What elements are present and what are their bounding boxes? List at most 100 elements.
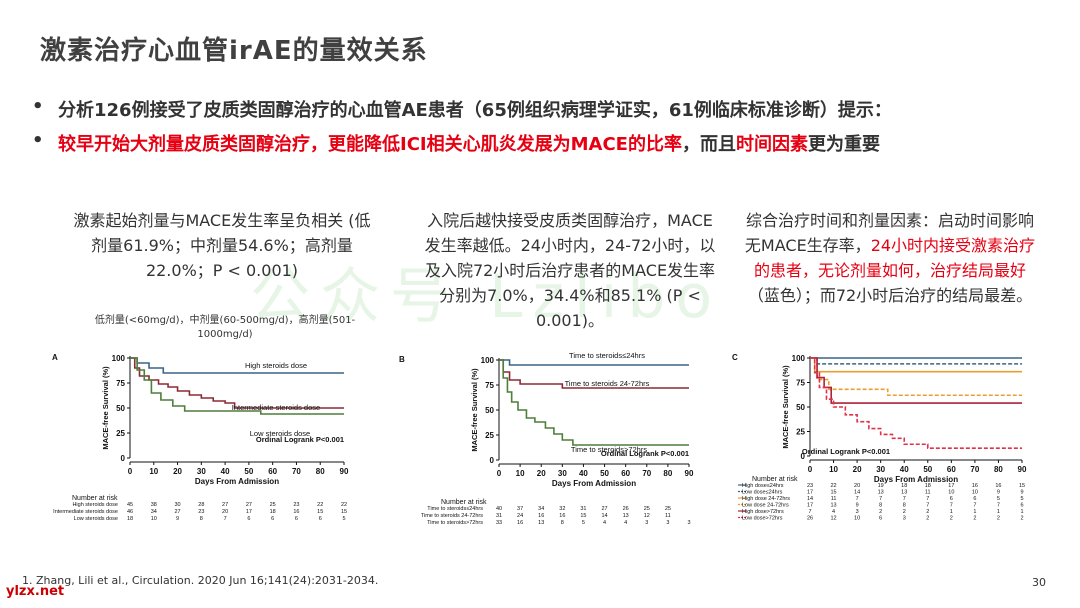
x-tick-label: 80 (316, 467, 325, 476)
risk-cell: 31 (496, 513, 502, 519)
y-tick-label: 25 (485, 431, 494, 440)
risk-cell: 2 (926, 509, 929, 515)
risk-cell: 27 (246, 502, 252, 508)
y-axis-label: MACE-free Survival (%) (781, 365, 790, 449)
risk-cell: 14 (854, 490, 860, 496)
risk-cell: 7 (973, 503, 976, 509)
risk-cell: 20 (222, 509, 228, 515)
page-number: 30 (1032, 576, 1046, 589)
risk-cell: 3 (687, 520, 690, 526)
risk-cell: 26 (623, 506, 629, 512)
risk-cell: 3 (903, 516, 906, 522)
risk-cell: 7 (997, 503, 1000, 509)
watermark: 公众号 Lzlibo (250, 262, 723, 332)
y-axis-label: MACE-free Survival (%) (101, 366, 110, 450)
risk-cell: 10 (972, 490, 978, 496)
risk-cell: 11 (665, 513, 671, 519)
x-tick-label: 50 (244, 467, 253, 476)
risk-cell: 20 (854, 483, 860, 489)
y-tick-label: 25 (796, 428, 805, 437)
risk-cell: 2 (997, 516, 1000, 522)
risk-cell: 6 (879, 516, 882, 522)
risk-cell: 7 (224, 516, 227, 522)
risk-cell: 6 (295, 516, 298, 522)
risk-cell: 22 (317, 502, 323, 508)
site-watermark: ylzx.net (6, 584, 65, 599)
risk-cell: 2 (1020, 516, 1023, 522)
risk-cell: 13 (878, 490, 884, 496)
series-label: Time to steroids≤24hrs (569, 351, 645, 360)
x-tick-label: 90 (685, 469, 694, 478)
x-tick-label: 80 (994, 465, 1003, 474)
risk-cell: 18 (270, 509, 276, 515)
x-tick-label: 10 (516, 469, 525, 478)
x-tick-label: 60 (268, 467, 277, 476)
risk-cell: 11 (925, 490, 931, 496)
risk-cell: 22 (830, 483, 836, 489)
risk-cell: 27 (601, 506, 607, 512)
risk-cell: 6 (1020, 503, 1023, 509)
risk-row-label: Low dose>72hrs (742, 516, 783, 522)
risk-cell: 24 (517, 513, 523, 519)
risk-cell: 17 (246, 509, 252, 515)
column-3-text-b: （蓝色）；而72小时后治疗的结局最差。 (747, 286, 1033, 305)
series-label: Time to steroids 24-72hrs (565, 379, 650, 388)
risk-row-label: High dose 24-72hrs (742, 496, 790, 502)
risk-cell: 33 (496, 520, 502, 526)
x-tick-label: 0 (497, 469, 502, 478)
column-3-text-a: 综合治疗时间和剂量因素：启动时间影响无MACE生存率， (744, 211, 1034, 255)
risk-cell: 18 (925, 483, 931, 489)
risk-cell: 12 (830, 516, 836, 522)
risk-cell: 8 (879, 503, 882, 509)
risk-cell: 5 (1020, 496, 1023, 502)
y-tick-label: 100 (112, 354, 126, 363)
x-axis-label: Days From Admission (874, 475, 958, 484)
risk-cell: 13 (538, 520, 544, 526)
risk-cell: 2 (973, 516, 976, 522)
series-line (810, 357, 1022, 365)
bullet-2-mid: ，而且 (681, 134, 736, 155)
risk-row-label: High dose≤24hrs (742, 483, 784, 489)
risk-cell: 25 (644, 506, 650, 512)
x-tick-label: 40 (221, 467, 230, 476)
column-3-text-red: 24小时内接受激素治疗的患者，无论剂量如何，治疗结局最好 (753, 236, 1036, 280)
risk-cell: 8 (561, 520, 564, 526)
dose-note: 低剂量(<60mg/d)，中剂量(60-500mg/d)，高剂量(501-100… (94, 315, 356, 340)
risk-cell: 32 (559, 506, 565, 512)
risk-cell: 37 (517, 506, 523, 512)
series-line (810, 357, 1022, 404)
risk-cell: 16 (517, 520, 523, 526)
risk-row-label: Low dose 24-72hrs (742, 503, 789, 509)
y-tick-label: 50 (116, 404, 125, 413)
x-tick-label: 10 (829, 465, 838, 474)
x-tick-label: 40 (579, 469, 588, 478)
risk-cell: 7 (926, 496, 929, 502)
logrank-stat: Ordinal Logrank P<0.001 (256, 435, 344, 444)
risk-cell: 23 (293, 502, 299, 508)
y-tick-label: 0 (121, 454, 126, 463)
series-label: Low steroids dose (250, 429, 310, 438)
bullet-2-red-1: 较早开始大剂量皮质类固醇治疗，更能降低ICI相关心肌炎发展为MACE的比率 (58, 134, 682, 155)
risk-cell: 10 (854, 516, 860, 522)
x-axis-label: Days From Admission (195, 477, 279, 486)
x-tick-label: 50 (600, 469, 609, 478)
risk-header: Number at risk (72, 495, 118, 502)
bullet-2-end: 更为重要 (807, 134, 880, 155)
y-tick-label: 0 (801, 452, 806, 461)
series-line (130, 357, 344, 374)
risk-cell: 18 (901, 483, 907, 489)
risk-row-label: Time to steroids≤24hrs (427, 506, 483, 512)
slide-title: 激素治疗心血管irAE的量效关系 (40, 36, 428, 66)
risk-cell: 34 (538, 506, 544, 512)
x-tick-label: 70 (970, 465, 979, 474)
y-axis-label: MACE-free Survival (%) (470, 368, 479, 452)
risk-cell: 4 (624, 520, 627, 526)
risk-cell: 3 (645, 520, 648, 526)
y-tick-label: 75 (116, 379, 125, 388)
series-line (130, 357, 344, 409)
y-tick-label: 0 (490, 456, 495, 465)
risk-cell: 16 (559, 513, 565, 519)
risk-cell: 6 (271, 516, 274, 522)
risk-cell: 7 (808, 509, 811, 515)
